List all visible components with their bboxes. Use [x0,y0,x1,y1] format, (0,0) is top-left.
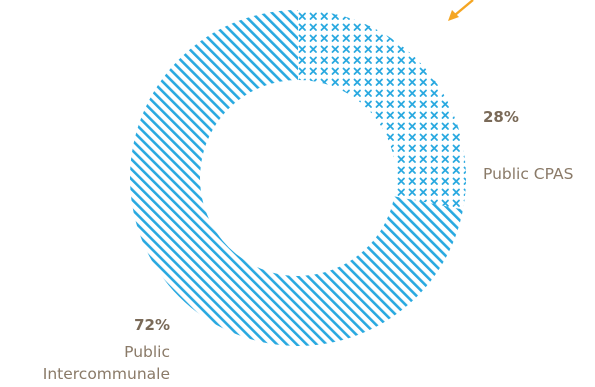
donut-slice-public-intercommunale [130,10,464,347]
donut-slices [130,10,466,347]
percent-label-public-cpas: 28% [483,108,519,126]
slice-label-public-cpas: Public CPAS [483,165,573,183]
percent-label-public-intercommunale: 72% [134,316,170,334]
arrow-icon [448,0,474,21]
donut-slice-public-cpas [298,10,466,210]
slice-label-public-intercommunale-line2: Intercommunale [43,365,170,383]
slice-label-public-intercommunale-line1: Public [124,343,170,361]
